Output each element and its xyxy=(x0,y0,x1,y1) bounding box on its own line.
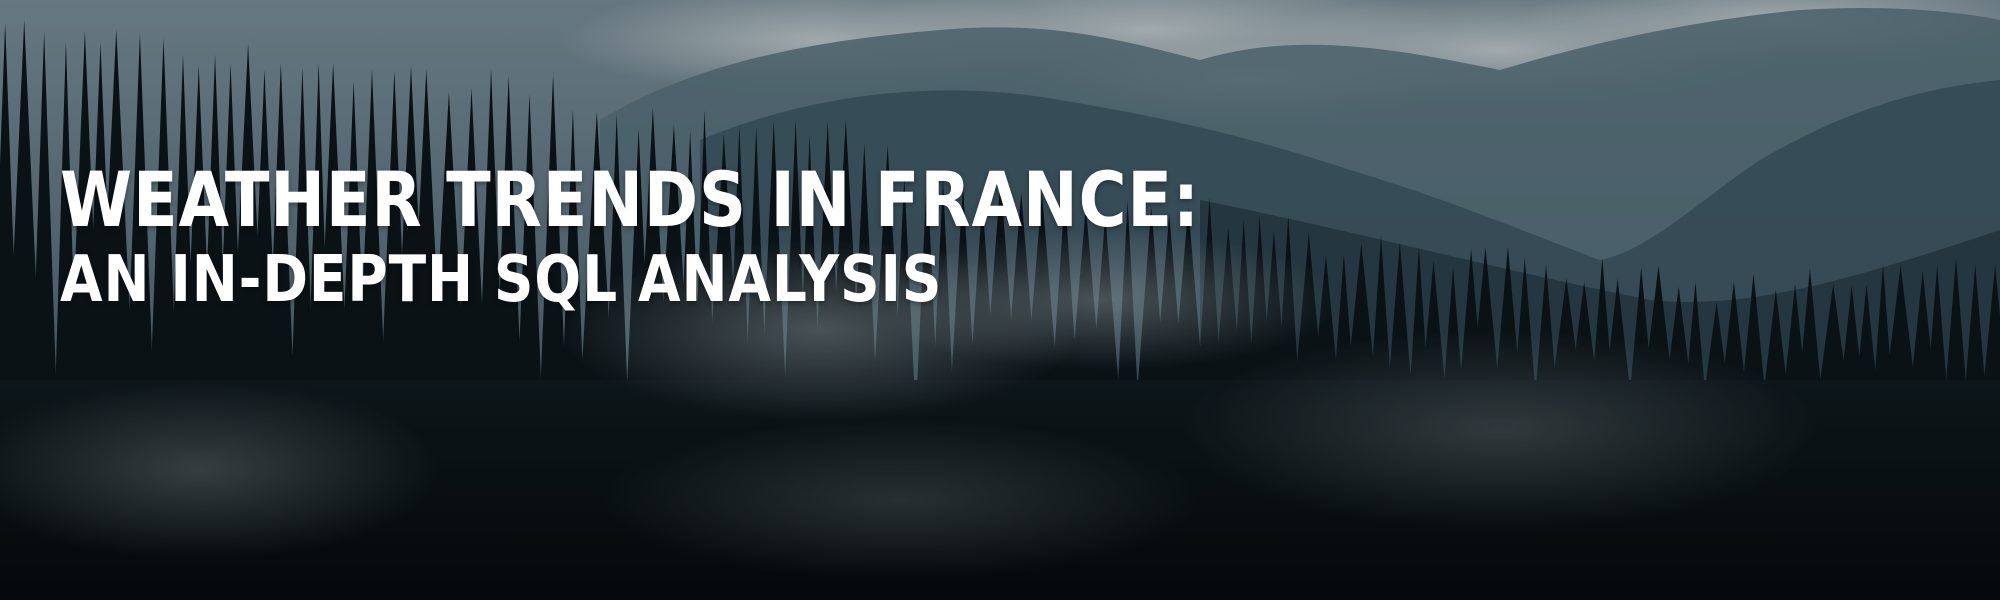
title-block: WEATHER TRENDS IN FRANCE: AN IN-DEPTH SQ… xyxy=(60,158,1385,318)
pine-tree xyxy=(97,28,135,420)
pine-tree xyxy=(494,75,523,420)
page-subtitle: AN IN-DEPTH SQL ANALYSIS xyxy=(60,243,943,317)
fog-layer xyxy=(0,230,1820,580)
pine-tree xyxy=(1943,258,1969,420)
pine-tree xyxy=(266,63,296,420)
pine-tree xyxy=(125,33,155,421)
pine-tree xyxy=(477,68,505,420)
pine-tree xyxy=(149,38,178,420)
pine-tree xyxy=(430,92,468,420)
page-title: WEATHER TRENDS IN FRANCE: xyxy=(60,155,1200,244)
pine-tree xyxy=(455,87,488,421)
pine-tree xyxy=(539,74,567,421)
pine-tree xyxy=(316,63,350,421)
pine-tree xyxy=(339,81,368,420)
pine-tree xyxy=(290,66,315,421)
pine-tree xyxy=(357,69,387,420)
pine-tree xyxy=(409,68,444,421)
pine-tree xyxy=(6,19,43,420)
pine-tree xyxy=(30,32,58,420)
pine-tree xyxy=(54,41,78,420)
pine-tree xyxy=(516,93,543,420)
